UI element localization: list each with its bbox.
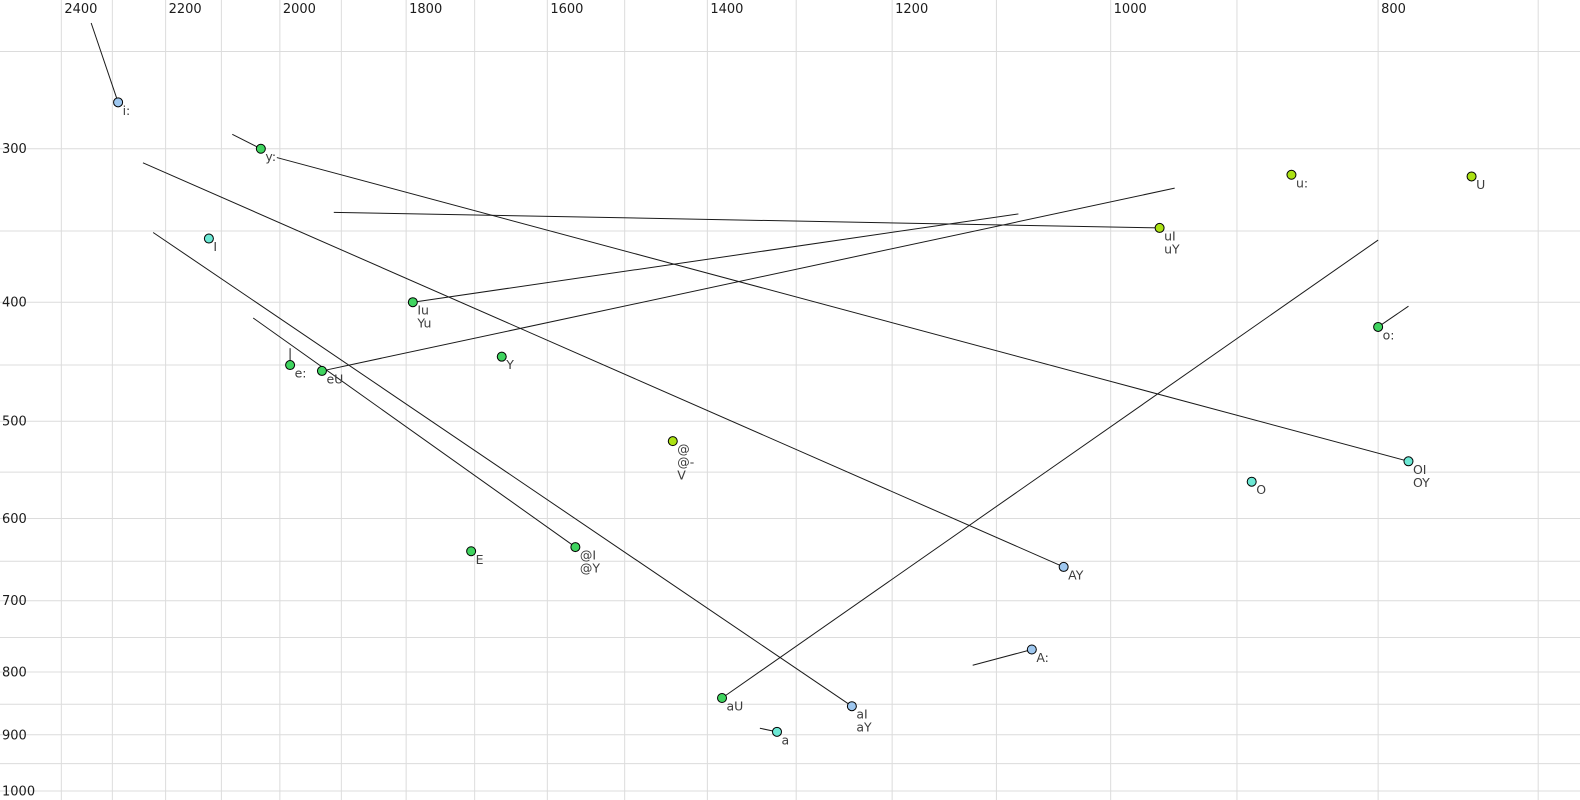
vowel-dot-ai [846,701,857,712]
vowel-tail-ai [152,232,853,707]
vowel-label-x: @ [677,442,690,457]
vowel-label-iu: Iu [417,303,429,318]
vowel-tail-i [252,317,576,548]
vowel-dot-i [203,233,214,244]
vowel-label-o: O [1256,482,1266,497]
vowel-tail-eu [321,187,1175,372]
vowel-dot-iu [407,297,418,308]
vowel-label-i: i: [123,103,131,118]
vowel-label-eu: eU [326,371,343,386]
vowel-label-a: a [781,732,789,747]
vowel-label-au: aU [727,698,744,713]
vowel-tail-au [721,239,1379,699]
vowel-label-y: y: [265,149,276,164]
x-tick-label-1800: 1800 [409,2,442,17]
vowel-tail-y [232,133,262,150]
vowel-tail-i [90,22,119,103]
vowel-label-ay: aY [856,720,872,735]
vowel-dot-au [717,692,728,703]
vowel-label-u: U [1476,177,1485,192]
vowel-label-uy: uY [1164,241,1180,256]
y-tick-label-1000: 1000 [2,785,35,800]
vowel-label-u: u: [1296,175,1308,190]
vowel-tail-oi [276,157,1409,462]
vowel-dot-a [1026,644,1037,655]
vowel-tail-iu [412,213,1019,303]
x-tick-label-1600: 1600 [550,2,583,17]
vowel-label-e: e: [295,366,307,381]
trajectory-lines [90,22,1409,733]
y-tick-label-600: 600 [2,512,27,527]
y-tick-label-800: 800 [2,665,27,680]
x-tick-label-800: 800 [1381,2,1406,17]
vowel-label-oi: OI [1413,462,1427,477]
y-tick-label-900: 900 [2,728,27,743]
vowel-points [113,97,1477,737]
vowel-label-o: o: [1383,327,1395,342]
x-tick-label-2000: 2000 [283,2,316,17]
vowel-tail-ay [142,162,1064,568]
vowel-dot-e [285,360,296,371]
x-tick-label-1000: 1000 [1114,2,1147,17]
vowel-dot-o [1373,321,1384,332]
vowel-label-i: I [213,239,217,254]
vowel-label-ay: AY [1068,567,1084,582]
y-tick-label-500: 500 [2,415,27,430]
vowel-label-i: @I [580,548,596,563]
tick-labels: 2400 2200 2000 1800 1600 1400 1200 1000 800 300 40… [2,2,1406,800]
vowel-tail-a [972,649,1032,666]
vowel-tail-o [1377,305,1409,328]
vowel-dot-ui [1154,222,1165,233]
vowel-label-yu: Yu [416,316,431,331]
vowel-dot-o [1246,476,1257,487]
vowel-label-y: @Y [580,561,601,576]
vowel-label-oy: OY [1413,475,1430,490]
x-tick-label-1400: 1400 [710,2,743,17]
y-tick-label-700: 700 [2,594,27,609]
vowel-dot-y [496,351,507,362]
vowel-label-a: A: [1036,650,1049,665]
vowel-dot-i [113,97,124,108]
vowel-dot-eu [316,365,327,376]
vowel-label-e: E [476,552,484,567]
vowel-label-ui: uI [1164,228,1176,243]
vowel-label-y: Y [505,357,514,372]
vowel-label-x: @- [677,455,694,470]
x-tick-label-2200: 2200 [169,2,202,17]
vowel-dot-i [570,542,581,553]
vowel-label-v: V [677,468,686,483]
vowel-tail-ui [333,211,1160,229]
vowel-dot-x [667,436,678,447]
vowel-dot-a [771,726,782,737]
vowel-dot-ay [1058,561,1069,572]
x-tick-label-2400: 2400 [64,2,97,17]
vowel-dot-u [1466,171,1477,182]
vowel-dot-u [1286,169,1297,180]
vowel-label-ai: aI [856,707,867,722]
y-tick-label-400: 400 [2,296,27,311]
vowel-dot-y [255,143,266,154]
y-tick-label-300: 300 [2,142,27,157]
x-tick-label-1200: 1200 [895,2,928,17]
vowel-dot-oi [1403,456,1414,467]
vowel-dot-e [466,546,477,557]
